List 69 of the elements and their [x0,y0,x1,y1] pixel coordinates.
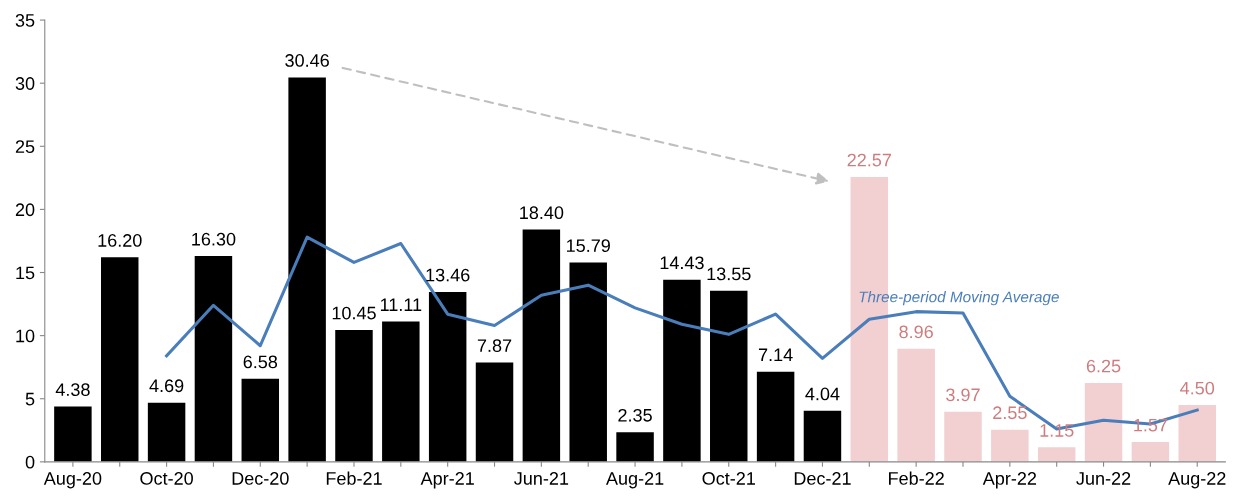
bar [616,432,654,462]
bar [54,406,92,462]
x-tick-label: Apr-22 [982,472,1037,489]
x-tick-label: Oct-21 [702,472,755,485]
bar [803,410,842,462]
data-label: 22.57 [847,153,891,167]
x-tick-label: Jun-22 [1076,472,1131,485]
y-tick-label: 20 [15,203,35,217]
x-tick-label: Aug-22 [1168,472,1226,489]
data-label: 18.40 [520,206,564,220]
bar [241,378,280,462]
data-label: 14.43 [660,256,704,270]
data-label: 3.97 [946,388,980,402]
y-tick-label: 0 [25,455,35,469]
x-tick-label: Aug-21 [605,472,664,489]
bar [991,429,1029,462]
bar [1084,382,1123,462]
data-label: 2.35 [618,408,652,422]
data-label: 11.11 [380,298,422,311]
data-label: 6.58 [243,355,278,369]
bar [569,262,607,462]
x-tick-label: Dec-21 [794,472,851,485]
data-label: 16.20 [98,234,142,247]
y-tick-label: 15 [16,266,35,280]
bar [288,77,326,462]
data-label: 2.55 [993,406,1027,420]
data-label: 7.87 [477,339,512,352]
data-label: 30.46 [285,54,329,67]
x-tick-label: Apr-21 [420,472,474,489]
bar [475,362,514,462]
y-tick-label: 25 [15,140,35,154]
x-tick-label: Jun-21 [514,472,569,485]
x-tick-label: Oct-20 [140,472,193,485]
data-label: 13.55 [707,267,751,281]
bar [710,290,748,462]
bar [522,229,561,462]
data-label: 16.30 [192,232,236,246]
y-tick-label: 35 [15,14,35,27]
data-label: 6.25 [1086,359,1121,373]
series-label: Three-period Moving Average [859,291,1059,306]
data-label: 4.69 [149,379,184,393]
y-tick-label: 30 [15,77,35,90]
bar [1178,405,1216,462]
bar [382,321,420,462]
bar [944,411,982,462]
bar [756,371,795,462]
bar [335,329,373,462]
bar [1037,447,1076,462]
data-label: 4.04 [805,387,840,401]
data-label: 4.50 [1180,381,1215,395]
bar [101,257,139,462]
bar [663,279,701,462]
y-tick-label: 5 [25,392,35,406]
x-tick-label: Aug-20 [43,472,102,489]
bar [1131,442,1170,462]
x-tick-label: Feb-21 [326,471,382,485]
bar [194,256,233,462]
x-tick-label: Feb-22 [889,471,944,485]
data-label: 4.38 [55,383,90,397]
x-tick-label: Dec-20 [232,472,289,485]
data-label: 10.45 [332,306,376,320]
data-label: 8.96 [899,325,933,339]
bar [897,348,935,462]
y-tick-label: 10 [16,329,35,343]
data-label: 13.46 [426,268,470,282]
data-label: 15.79 [567,239,610,253]
bar [147,402,186,462]
data-label: 7.14 [758,348,793,362]
bar [428,291,467,462]
